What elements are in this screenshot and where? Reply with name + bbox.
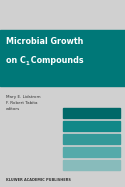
Text: Mary E. Lidstrom
F. Robert Tabita
editors: Mary E. Lidstrom F. Robert Tabita editor…	[6, 95, 41, 111]
Text: KLUWER ACADEMIC PUBLISHERS: KLUWER ACADEMIC PUBLISHERS	[6, 178, 71, 182]
Text: Compounds: Compounds	[28, 56, 83, 65]
Bar	[62, 108, 120, 118]
Bar	[62, 121, 120, 131]
Bar	[62, 147, 120, 157]
Text: on C: on C	[6, 56, 26, 65]
Bar	[62, 134, 120, 144]
Bar	[0, 30, 125, 86]
Bar	[62, 160, 120, 170]
Text: 1: 1	[26, 61, 29, 66]
Text: Microbial Growth: Microbial Growth	[6, 37, 84, 46]
